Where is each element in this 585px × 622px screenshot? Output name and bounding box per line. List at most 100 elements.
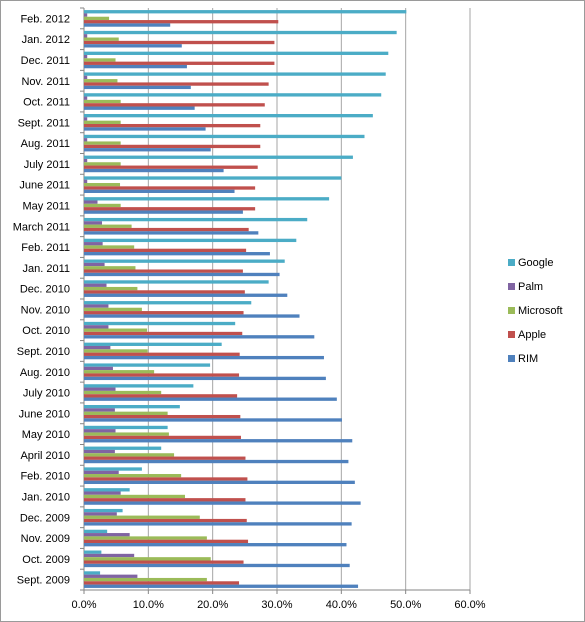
legend-label-google: Google bbox=[518, 257, 553, 269]
category-label: Feb. 2010 bbox=[20, 471, 70, 483]
category-label: Oct. 2009 bbox=[22, 554, 70, 566]
bar-palm bbox=[84, 304, 109, 308]
bar-rim bbox=[84, 168, 224, 173]
bar-microsoft bbox=[84, 453, 175, 457]
bar-microsoft bbox=[84, 58, 116, 62]
bar-microsoft bbox=[84, 141, 121, 145]
bar-google bbox=[84, 571, 101, 575]
bar-apple bbox=[84, 394, 238, 398]
bar-apple bbox=[84, 269, 243, 273]
bar-apple bbox=[84, 352, 240, 356]
bar-apple bbox=[84, 40, 275, 45]
bar-palm bbox=[84, 512, 117, 516]
bar-google bbox=[84, 259, 285, 263]
bar-apple bbox=[84, 61, 275, 65]
bar-rim bbox=[84, 64, 187, 69]
bar-apple bbox=[84, 477, 248, 481]
bar-google bbox=[84, 30, 397, 35]
bar-apple bbox=[84, 456, 246, 460]
bar-google bbox=[84, 550, 102, 554]
bar-google bbox=[84, 301, 252, 305]
bar-rim bbox=[84, 293, 288, 297]
bar-google bbox=[84, 321, 236, 326]
x-tick-label: 30.0% bbox=[261, 599, 292, 611]
x-tick-label: 40.0% bbox=[326, 599, 357, 611]
bar-microsoft bbox=[84, 286, 138, 291]
category-label: June 2011 bbox=[19, 180, 70, 192]
bar-palm bbox=[84, 34, 88, 38]
bar-rim bbox=[84, 127, 206, 131]
legend-swatch-apple bbox=[508, 331, 515, 338]
bar-apple bbox=[84, 414, 241, 419]
category-label: Feb. 2012 bbox=[20, 13, 70, 25]
bar-apple bbox=[84, 498, 246, 502]
bar-palm bbox=[84, 533, 130, 537]
bar-microsoft bbox=[84, 515, 200, 519]
bar-palm bbox=[84, 449, 115, 454]
category-labels: Feb. 2012 Jan. 2012 Dec. 2011 Nov. 2011 Oct.… bbox=[13, 7, 84, 591]
legend-swatch-palm bbox=[508, 283, 515, 290]
bar-apple bbox=[84, 539, 249, 544]
legend-label-microsoft: Microsoft bbox=[518, 305, 563, 317]
bar-palm bbox=[84, 158, 88, 163]
bar-apple bbox=[84, 123, 261, 128]
bar-apple bbox=[84, 435, 241, 440]
bar-rim bbox=[84, 355, 324, 360]
bar-apple bbox=[84, 581, 240, 585]
bar-apple bbox=[84, 560, 244, 564]
bar-palm bbox=[84, 200, 98, 204]
bar-apple bbox=[84, 165, 258, 169]
bar-rim bbox=[84, 376, 326, 381]
category-label: Nov. 2010 bbox=[21, 304, 70, 316]
bar-microsoft bbox=[84, 162, 121, 166]
bar-palm bbox=[84, 138, 88, 142]
bar-palm bbox=[84, 387, 116, 391]
legend-label-rim: RIM bbox=[518, 353, 538, 365]
bar-rim bbox=[84, 85, 191, 90]
bar-google bbox=[84, 155, 353, 159]
bar-rim bbox=[84, 563, 350, 568]
bar-palm bbox=[84, 345, 111, 350]
category-label: Jan. 2010 bbox=[22, 491, 70, 503]
bar-palm bbox=[84, 117, 88, 121]
bar-rim bbox=[84, 23, 171, 27]
bar-rim bbox=[84, 335, 315, 339]
bar-apple bbox=[84, 103, 265, 107]
bar-microsoft bbox=[84, 203, 121, 208]
bar-rim bbox=[84, 252, 270, 256]
category-label: Aug. 2011 bbox=[21, 138, 70, 150]
bar-microsoft bbox=[84, 390, 162, 395]
bar-apple bbox=[84, 207, 256, 211]
category-label: Sept. 2011 bbox=[18, 117, 70, 129]
bar-google bbox=[84, 197, 330, 201]
category-label: Oct. 2011 bbox=[23, 97, 70, 109]
bar-google bbox=[84, 425, 168, 430]
bar-rim bbox=[84, 501, 361, 505]
bar-microsoft bbox=[84, 183, 121, 187]
bar-google bbox=[84, 72, 386, 76]
bar-google bbox=[84, 280, 269, 284]
bar-rim bbox=[84, 210, 243, 214]
bar-palm bbox=[84, 408, 115, 412]
bar-rim bbox=[84, 272, 280, 277]
bar-rim bbox=[84, 543, 347, 547]
bar-palm bbox=[84, 96, 88, 100]
legend-swatch-microsoft bbox=[508, 307, 515, 314]
category-label: Aug. 2010 bbox=[20, 367, 70, 379]
bar-google bbox=[84, 134, 365, 139]
category-label: July 2010 bbox=[23, 388, 70, 400]
bar-palm bbox=[84, 13, 88, 17]
bar-rim bbox=[84, 106, 195, 110]
bar-microsoft bbox=[84, 99, 121, 104]
bar-microsoft bbox=[84, 224, 132, 228]
bar-rim bbox=[84, 148, 211, 152]
bar-palm bbox=[84, 470, 119, 475]
bars-layer bbox=[84, 10, 407, 588]
bar-palm bbox=[84, 574, 138, 578]
bar-microsoft bbox=[84, 536, 207, 540]
bar-google bbox=[84, 508, 123, 513]
bar-rim bbox=[84, 584, 359, 588]
bar-palm bbox=[84, 221, 103, 225]
bar-apple bbox=[84, 227, 249, 232]
